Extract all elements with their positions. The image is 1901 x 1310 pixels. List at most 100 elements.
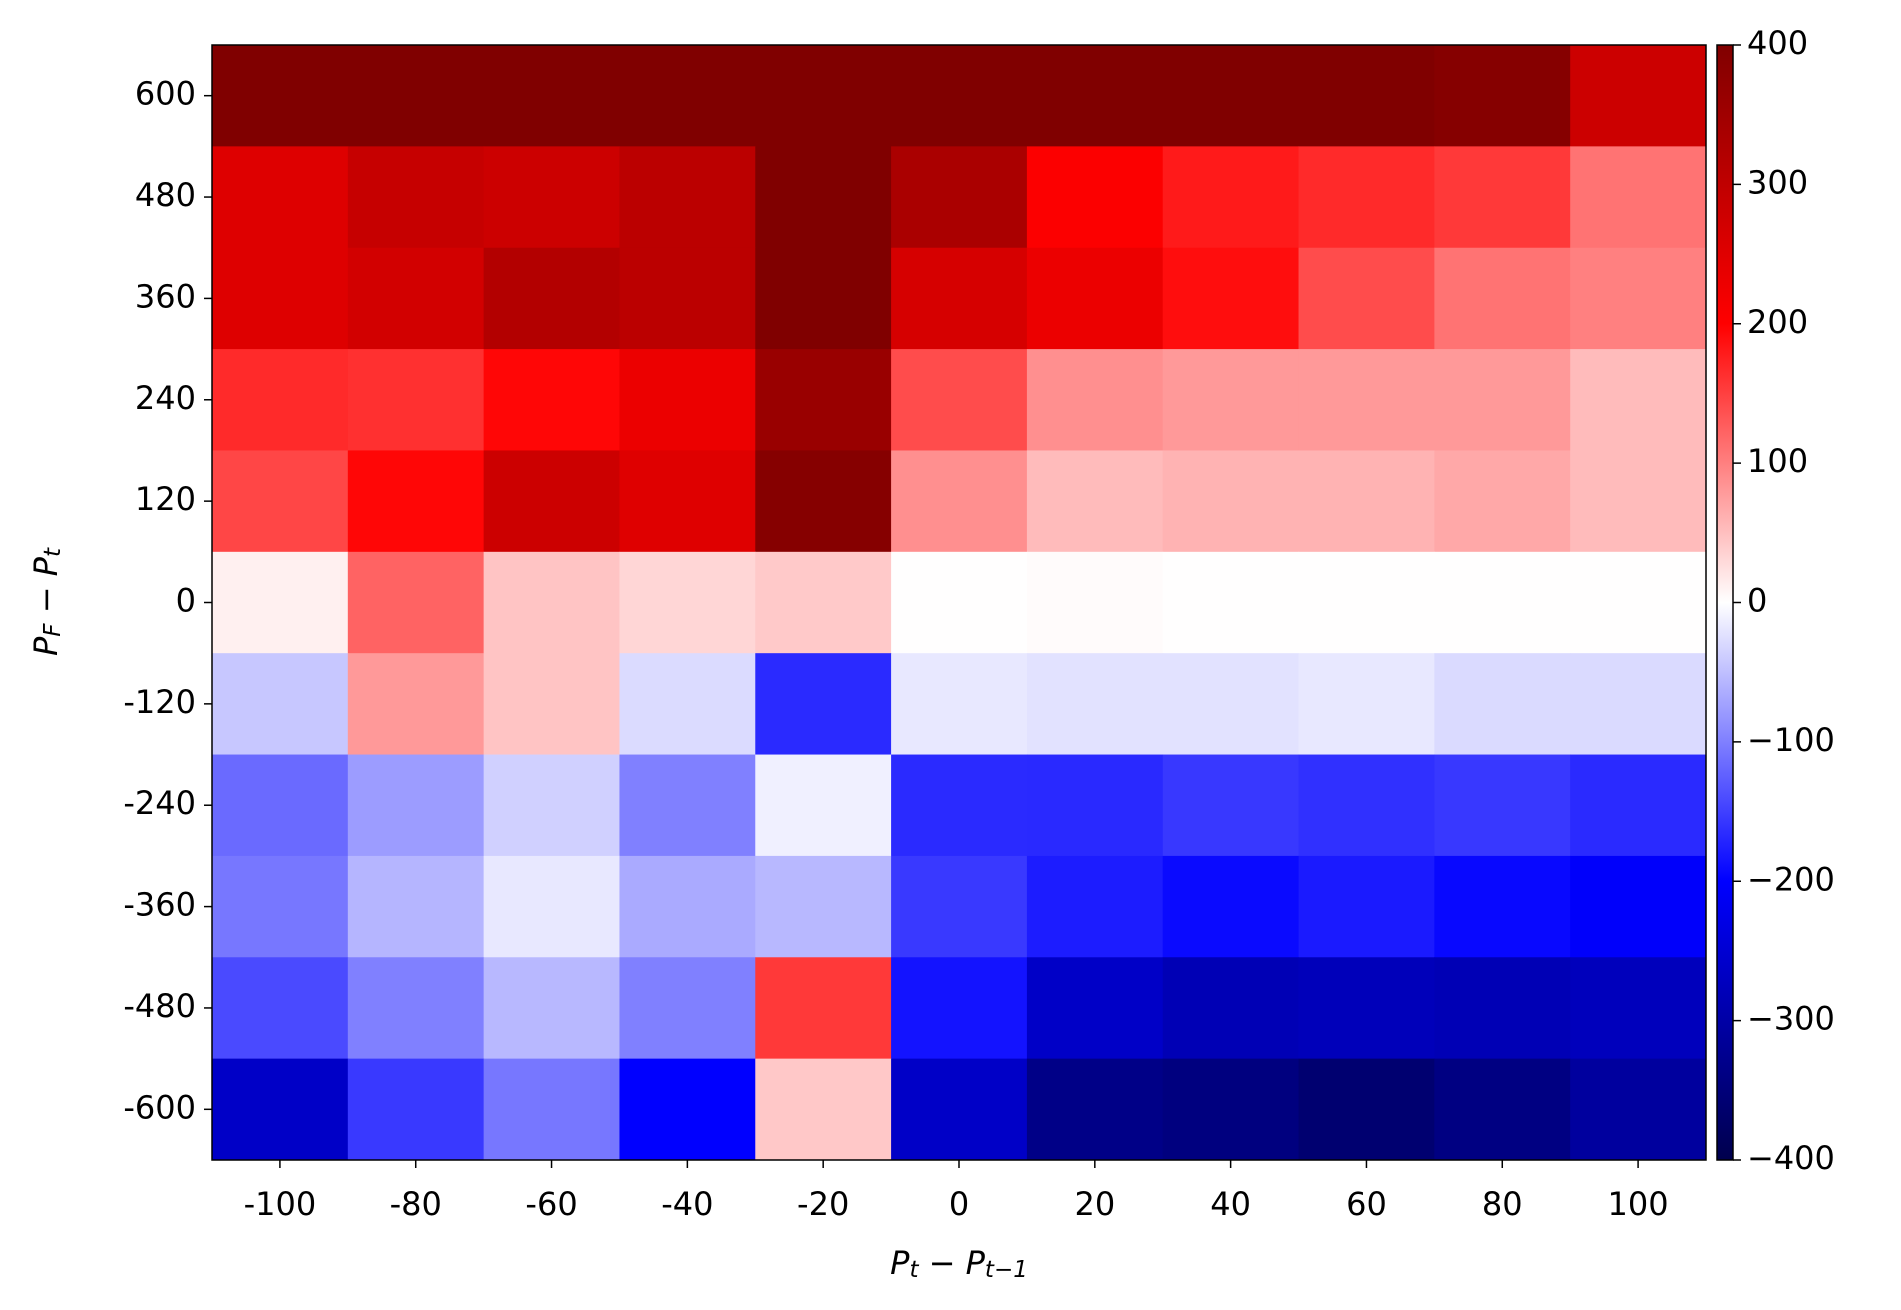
heatmap-cell xyxy=(1162,45,1300,147)
heatmap-cell xyxy=(1298,1058,1435,1161)
heatmap-cell xyxy=(755,754,892,857)
heatmap-cell xyxy=(483,146,620,249)
x-tick-label: -60 xyxy=(525,1185,577,1223)
y-tick-label: 240 xyxy=(135,379,196,417)
colorbar-tick-label: −100 xyxy=(1747,721,1835,759)
heatmap-cell xyxy=(1298,450,1435,553)
heatmap-cell xyxy=(1570,349,1707,451)
heatmap-cell xyxy=(891,146,1028,249)
heatmap-cell xyxy=(212,146,349,249)
heatmap-cell xyxy=(1298,855,1435,958)
heatmap-cell xyxy=(619,957,756,1060)
heatmap-cell xyxy=(1026,450,1164,553)
heatmap-cell xyxy=(1570,551,1707,654)
x-tick-label: 0 xyxy=(949,1185,969,1223)
heatmap-cell xyxy=(891,45,1028,147)
heatmap-cell xyxy=(1162,653,1300,756)
heatmap-cell xyxy=(347,45,485,147)
heatmap-cell xyxy=(1434,653,1571,756)
heatmap-cell xyxy=(347,450,485,553)
y-tick-label: -360 xyxy=(123,886,196,924)
heatmap-cell xyxy=(1026,349,1164,451)
heatmap-cell xyxy=(1434,247,1571,350)
heatmap-cell xyxy=(619,349,756,451)
heatmap-cell xyxy=(483,1058,620,1161)
colorbar-tick-label: −400 xyxy=(1747,1139,1835,1177)
heatmap-cell xyxy=(1162,349,1300,451)
heatmap-cell xyxy=(755,450,892,553)
heatmap-cell xyxy=(619,551,756,654)
heatmap-cell xyxy=(483,349,620,451)
heatmap-cell xyxy=(1162,450,1300,553)
heatmap-cell xyxy=(212,45,349,147)
heatmap-cell xyxy=(891,349,1028,451)
y-tick-label: 600 xyxy=(135,75,196,113)
heatmap-cell xyxy=(347,653,485,756)
heatmap-cell xyxy=(483,247,620,350)
heatmap-cell xyxy=(212,247,349,350)
heatmap-cell xyxy=(212,551,349,654)
heatmap-cell xyxy=(1298,551,1435,654)
colorbar-tick-label: 100 xyxy=(1747,442,1808,480)
heatmap-cell xyxy=(212,855,349,958)
heatmap-cell xyxy=(1570,855,1707,958)
heatmap-cell xyxy=(755,146,892,249)
heatmap-cell xyxy=(619,146,756,249)
heatmap-cell xyxy=(347,754,485,857)
heatmap-cell xyxy=(1570,146,1707,249)
heatmap-cell xyxy=(483,957,620,1060)
heatmap-cell xyxy=(1570,45,1707,147)
heatmap-cell xyxy=(1570,1058,1707,1161)
x-axis-label: Pt − Pt−1 xyxy=(890,1244,1028,1283)
heatmap-cell xyxy=(483,653,620,756)
heatmap-cell xyxy=(483,855,620,958)
heatmap-cell xyxy=(1434,855,1571,958)
heatmap-cell xyxy=(1434,551,1571,654)
heatmap-cell xyxy=(1026,754,1164,857)
heatmap-cell xyxy=(212,450,349,553)
heatmap-cell xyxy=(1162,754,1300,857)
heatmap-cell xyxy=(1026,247,1164,350)
heatmap-cell xyxy=(891,855,1028,958)
heatmap-cell xyxy=(1026,653,1164,756)
y-tick-label: 0 xyxy=(176,582,196,620)
heatmap-cell xyxy=(212,653,349,756)
x-tick-label: 20 xyxy=(1074,1185,1115,1223)
x-tick-label: 100 xyxy=(1608,1185,1669,1223)
heatmap-cell xyxy=(619,45,756,147)
heatmap-cell xyxy=(755,45,892,147)
x-tick-label: 40 xyxy=(1210,1185,1251,1223)
heatmap-cell xyxy=(891,754,1028,857)
heatmap-cell xyxy=(1434,1058,1571,1161)
heatmap-cell xyxy=(1298,45,1435,147)
x-tick-label: -80 xyxy=(390,1185,442,1223)
heatmap-cell xyxy=(619,450,756,553)
heatmap-cell xyxy=(755,653,892,756)
heatmap-cell xyxy=(891,247,1028,350)
heatmap-cell xyxy=(619,855,756,958)
heatmap-cell xyxy=(1162,146,1300,249)
y-tick-label: -480 xyxy=(123,987,196,1025)
x-tick-label: 60 xyxy=(1346,1185,1387,1223)
heatmap-cell xyxy=(891,1058,1028,1161)
heatmap-cell xyxy=(1162,855,1300,958)
heatmap-cell xyxy=(347,855,485,958)
heatmap-cell xyxy=(347,551,485,654)
heatmap-cell xyxy=(1434,146,1571,249)
heatmap-cell xyxy=(891,957,1028,1060)
heatmap-cell xyxy=(1026,855,1164,958)
heatmap-cell xyxy=(1026,957,1164,1060)
heatmap-cell xyxy=(891,653,1028,756)
heatmap-cell xyxy=(347,349,485,451)
heatmap-cell xyxy=(891,450,1028,553)
heatmap-cell xyxy=(1026,146,1164,249)
heatmap-cell xyxy=(1298,247,1435,350)
colorbar-tick-label: 300 xyxy=(1747,163,1808,201)
colorbar-tick-label: 400 xyxy=(1747,24,1808,62)
heatmap-cell xyxy=(1570,754,1707,857)
colorbar-tick-label: 200 xyxy=(1747,303,1808,341)
heatmap-cell xyxy=(347,247,485,350)
heatmap-cell xyxy=(1298,146,1435,249)
y-axis-label: PF − Pt xyxy=(27,547,66,656)
colorbar xyxy=(1716,44,1734,1161)
